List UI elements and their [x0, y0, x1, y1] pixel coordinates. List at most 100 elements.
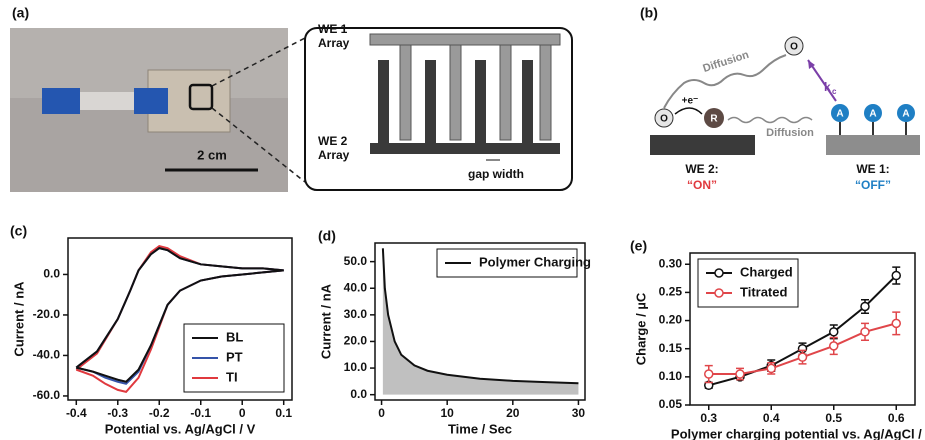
diffusion-label: Diffusion	[701, 49, 750, 75]
y-tick-label: 0.0	[350, 387, 367, 401]
species-label: O	[660, 114, 668, 125]
we1-line: Array	[318, 36, 350, 50]
marker	[797, 352, 808, 362]
adsorbed-a	[897, 104, 915, 122]
x-tick-label: 0.1	[275, 406, 292, 420]
species-label: A	[869, 109, 876, 120]
comb-we2	[370, 60, 560, 154]
y-axis-label: Current / nA	[11, 281, 26, 357]
panel-label: (a)	[12, 5, 29, 21]
x-tick-label: -0.4	[66, 406, 87, 420]
rate-arrow	[807, 59, 837, 102]
y-tick-label: 20.0	[344, 334, 368, 348]
legend-label: Charged	[740, 264, 793, 279]
series-line	[381, 248, 579, 385]
we2-line: WE 2	[318, 134, 348, 148]
panel-label: (c)	[10, 223, 27, 239]
species-label: R	[710, 114, 718, 125]
legend-label: Titrated	[740, 284, 787, 299]
plot-frame	[374, 242, 586, 401]
rate-subscript: c	[832, 87, 837, 96]
y-tick-label: 10.0	[344, 360, 368, 374]
we2-line: Array	[318, 148, 350, 162]
plot-frame	[689, 252, 916, 406]
y-tick-label: -20.0	[33, 307, 61, 321]
we1-state: “OFF”	[855, 178, 891, 192]
species-label: A	[836, 109, 843, 120]
marker	[891, 318, 901, 329]
x-axis-label: Time / Sec	[448, 421, 512, 436]
we2-label: WE 2 Array	[318, 134, 350, 162]
panel-label: (d)	[318, 228, 336, 244]
x-tick-label: -0.1	[190, 406, 211, 420]
y-tick-label: 0.20	[659, 313, 683, 327]
x-tick-label: -0.3	[107, 406, 128, 420]
y-tick-label: -40.0	[33, 348, 61, 362]
connector	[42, 88, 80, 114]
panel-label: (e)	[630, 238, 647, 254]
y-axis-label: Current / nA	[318, 283, 333, 359]
we2-state: “ON”	[687, 178, 717, 192]
species-label: A	[902, 109, 909, 120]
panel-label: (b)	[640, 5, 658, 21]
electrode	[188, 83, 214, 111]
electron-label: +e⁻	[682, 96, 699, 107]
y-tick-label: 30.0	[344, 307, 368, 321]
y-tick-label: 40.0	[344, 280, 368, 294]
y-tick-label: 0.0	[43, 267, 60, 281]
x-tick-label: 0	[239, 406, 246, 420]
plot-frame	[67, 237, 293, 401]
marker	[735, 369, 745, 379]
legend-label: BL	[226, 329, 243, 344]
marker	[704, 369, 714, 379]
y-tick-label: 50.0	[344, 254, 368, 268]
y-tick-label: 0.30	[659, 256, 683, 270]
y-tick-label: 0.10	[659, 369, 683, 383]
marker	[766, 363, 776, 374]
we2-electrode	[650, 135, 755, 155]
x-tick-label: 0.3	[700, 411, 717, 425]
x-tick-label: 30	[572, 406, 586, 420]
legend-box	[697, 258, 799, 308]
x-tick-label: 10	[441, 406, 455, 420]
scale-label: 2 cm	[197, 147, 227, 162]
comb-we1	[369, 33, 561, 141]
x-tick-label: 0.6	[888, 411, 905, 425]
y-tick-label: 0.15	[659, 341, 683, 355]
area-fill	[382, 248, 579, 395]
y-tick-label: 0.05	[659, 397, 683, 411]
legend-label: TI	[226, 369, 238, 384]
zoom-line	[211, 107, 306, 183]
adsorbed-a	[831, 104, 849, 122]
we2-title: WE 2:	[685, 162, 718, 176]
gap-label: gap width	[468, 167, 524, 181]
diffusion-label: Diffusion	[766, 127, 814, 139]
rate-arrowhead	[808, 60, 815, 69]
species-o	[784, 36, 804, 56]
species-r	[704, 108, 724, 128]
adsorbed-a	[864, 104, 882, 122]
x-tick-label: 0	[378, 406, 385, 420]
x-tick-label: 0.4	[763, 411, 780, 425]
rate-label: k	[824, 80, 831, 94]
x-axis-label: Potential vs. Ag/AgCl / V	[105, 421, 256, 436]
legend-marker	[714, 288, 724, 298]
series-line	[75, 247, 284, 383]
we1-line: WE 1	[318, 22, 348, 36]
connector	[134, 88, 168, 114]
x-axis-label: Polymer charging potential vs. Ag/AgCl /…	[671, 426, 925, 440]
legend-label: PT	[226, 349, 243, 364]
reduction-arrow	[674, 107, 703, 115]
y-tick-label: -60.0	[33, 388, 61, 402]
diffusion-path	[663, 54, 787, 109]
marker	[829, 327, 839, 337]
adsorbed-layer	[839, 122, 907, 135]
legend-label: Polymer Charging	[479, 254, 591, 269]
marker	[891, 270, 901, 281]
diffusion-path	[727, 116, 813, 124]
x-tick-label: -0.2	[149, 406, 170, 420]
species-o	[654, 108, 674, 128]
marker	[860, 301, 870, 312]
y-axis-label: Charge / µC	[633, 292, 648, 365]
